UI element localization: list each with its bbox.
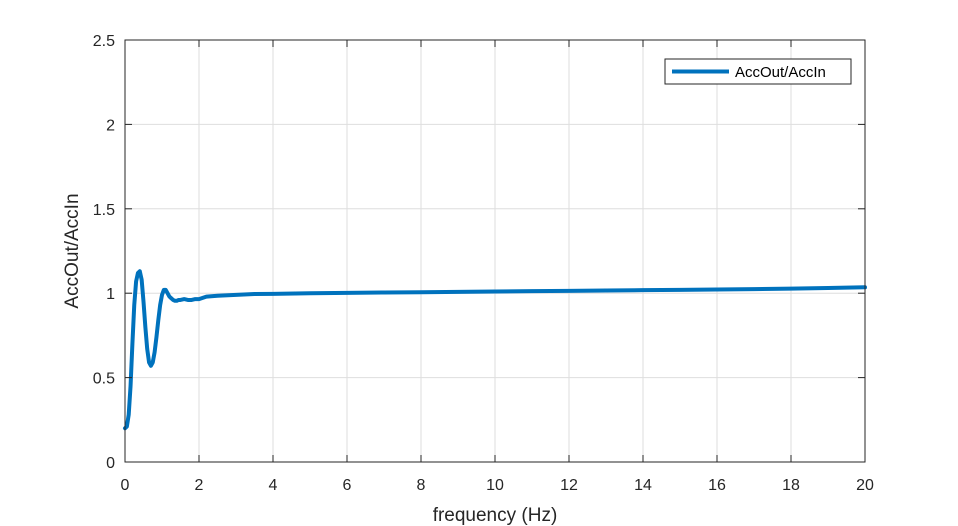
x-tick-label: 20 <box>856 477 874 494</box>
y-tick-label: 0 <box>106 455 115 472</box>
x-axis-title: frequency (Hz) <box>433 505 558 526</box>
y-tick-label: 2.5 <box>93 33 115 50</box>
y-axis-title: AccOut/AccIn <box>62 193 83 308</box>
y-tick-label: 0.5 <box>93 371 115 388</box>
x-tick-label: 4 <box>269 477 278 494</box>
series-line-accout-accin <box>123 269 867 431</box>
x-tick-label: 16 <box>708 477 726 494</box>
y-tick-label: 2 <box>106 117 115 134</box>
series-layer <box>123 269 867 431</box>
y-tick-label: 1.5 <box>93 202 115 219</box>
ticks <box>124 39 866 463</box>
x-tick-label: 6 <box>343 477 352 494</box>
x-tick-label: 2 <box>195 477 204 494</box>
legend: AccOut/AccIn <box>664 58 852 85</box>
tick-labels: 0 2 4 6 8 10 12 14 16 18 20 0 0.5 1 1.5 2 2.5 <box>93 33 874 494</box>
x-tick-label: 14 <box>634 477 652 494</box>
x-tick-label: 0 <box>121 477 130 494</box>
x-tick-label: 10 <box>486 477 504 494</box>
x-tick-label: 18 <box>782 477 800 494</box>
legend-label-accout-accin: AccOut/AccIn <box>735 64 826 81</box>
x-tick-label: 8 <box>417 477 426 494</box>
x-tick-label: 12 <box>560 477 578 494</box>
y-tick-label: 1 <box>106 286 115 303</box>
